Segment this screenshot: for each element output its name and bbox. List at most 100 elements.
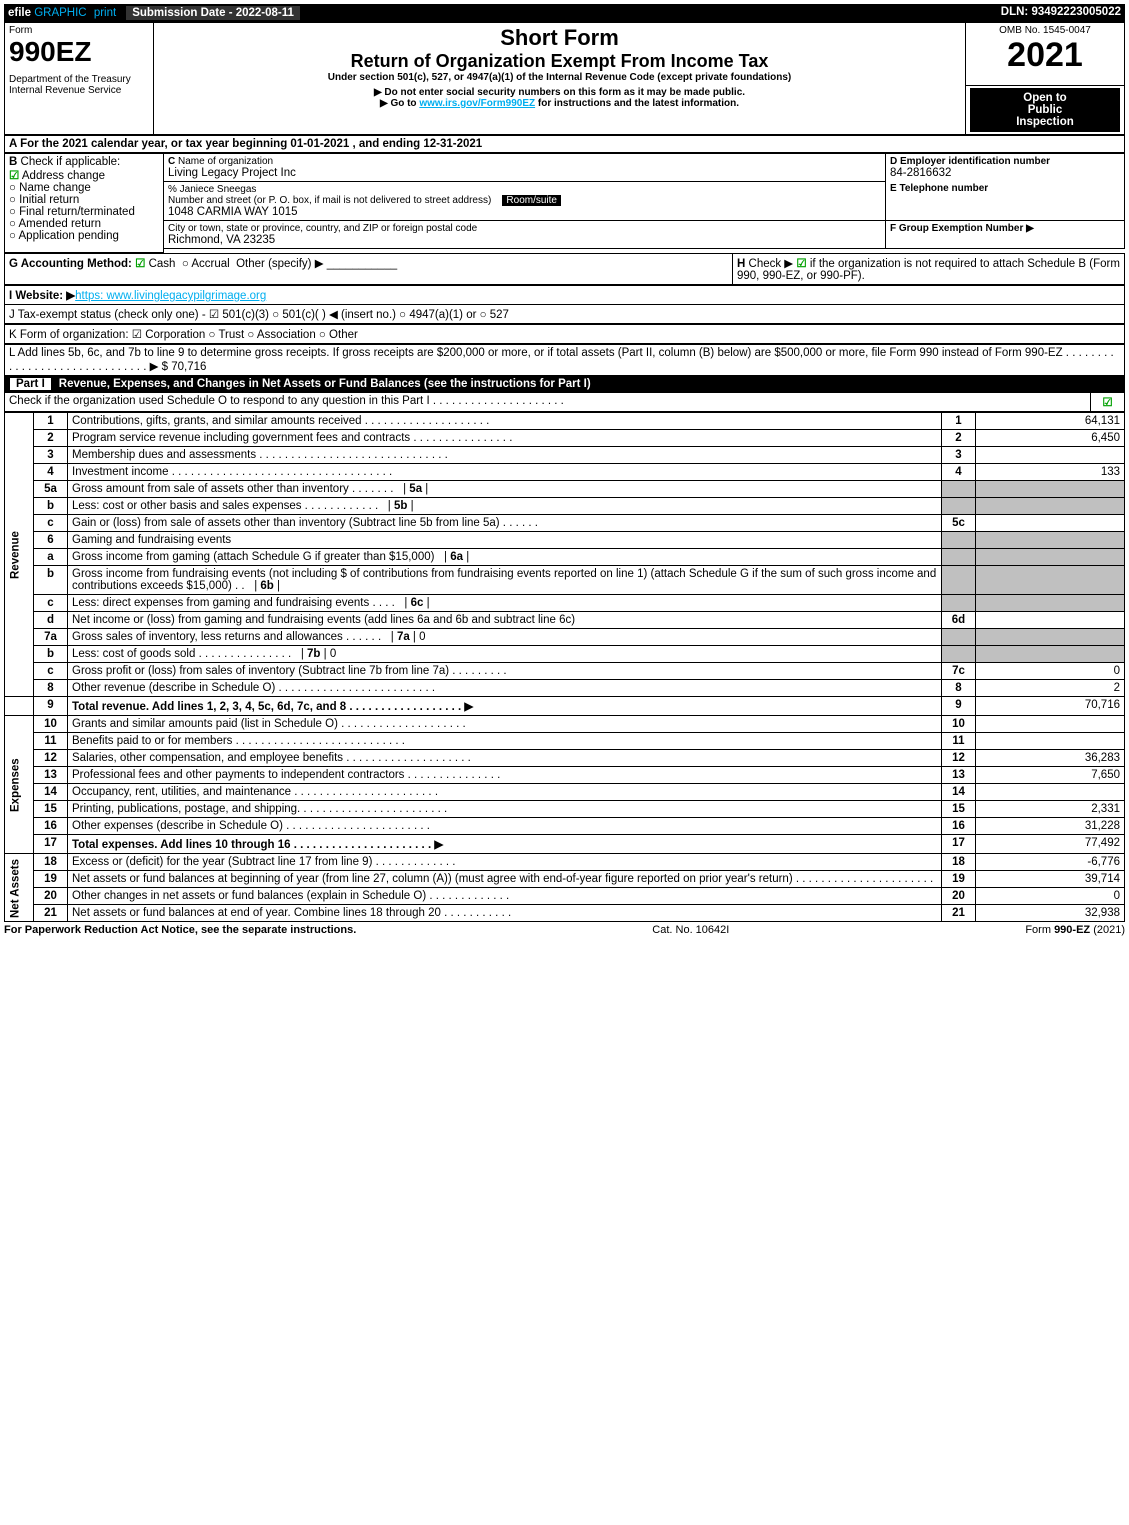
line-9-desc: Total revenue. Add lines 1, 2, 3, 4, 5c,… bbox=[68, 697, 942, 716]
line-6a-desc: Gross income from gaming (attach Schedul… bbox=[72, 551, 434, 563]
line-19-desc: Net assets or fund balances at beginning… bbox=[68, 871, 942, 888]
initial-return: Initial return bbox=[19, 194, 79, 206]
accounting-label: G Accounting Method: bbox=[9, 258, 132, 270]
line-14-desc: Occupancy, rent, utilities, and maintena… bbox=[68, 784, 942, 801]
city-value: Richmond, VA 23235 bbox=[168, 234, 881, 246]
group-exemption: F Group Exemption Number ▶ bbox=[890, 223, 1034, 234]
line-7c-val: 0 bbox=[976, 663, 1125, 680]
line-21-desc: Net assets or fund balances at end of ye… bbox=[68, 905, 942, 922]
line-3-desc: Membership dues and assessments . . . . … bbox=[68, 447, 942, 464]
sections-bcdef: B Check if applicable: ☑ Address change … bbox=[4, 153, 1125, 254]
tax-exempt-status: J Tax-exempt status (check only one) - ☑… bbox=[5, 305, 1125, 324]
top-bar: efile GRAPHIC print Submission Date - 20… bbox=[4, 4, 1125, 22]
ein-value: 84-2816632 bbox=[890, 167, 1120, 179]
line-6c-desc: Less: direct expenses from gaming and fu… bbox=[72, 597, 395, 609]
print-link[interactable]: print bbox=[94, 7, 116, 19]
ssn-notice: ▶ Do not enter social security numbers o… bbox=[158, 87, 961, 98]
irs-link[interactable]: www.irs.gov/Form990EZ bbox=[419, 98, 535, 109]
tax-year: 2021 bbox=[970, 36, 1120, 75]
line-2-desc: Program service revenue including govern… bbox=[68, 430, 942, 447]
line-4-val: 133 bbox=[976, 464, 1125, 481]
line-8-val: 2 bbox=[976, 680, 1125, 697]
part-i-header: Part I Revenue, Expenses, and Changes in… bbox=[4, 376, 1125, 392]
line-15-val: 2,331 bbox=[976, 801, 1125, 818]
graphic-link[interactable]: GRAPHIC bbox=[34, 7, 86, 19]
line-16-val: 31,228 bbox=[976, 818, 1125, 835]
line-12-desc: Salaries, other compensation, and employ… bbox=[68, 750, 942, 767]
app-pending: Application pending bbox=[19, 230, 119, 242]
line-10-desc: Grants and similar amounts paid (list in… bbox=[68, 716, 942, 733]
line-17-desc: Total expenses. Add lines 10 through 16 … bbox=[68, 835, 942, 854]
part-i-checktext: Check if the organization used Schedule … bbox=[9, 395, 564, 407]
irs-label: Internal Revenue Service bbox=[9, 85, 149, 96]
accounting-cash: Cash bbox=[149, 258, 176, 270]
line-3-val bbox=[976, 447, 1125, 464]
room-label: Room/suite bbox=[502, 195, 561, 206]
dln: DLN: 93492223005022 bbox=[1001, 6, 1121, 20]
line-9-val: 70,716 bbox=[976, 697, 1125, 716]
expenses-side: Expenses bbox=[5, 716, 34, 854]
line-6d-desc: Net income or (loss) from gaming and fun… bbox=[68, 612, 942, 629]
efile-links[interactable]: efile GRAPHIC print bbox=[8, 7, 120, 19]
line-20-val: 0 bbox=[976, 888, 1125, 905]
line-8-desc: Other revenue (describe in Schedule O) .… bbox=[68, 680, 942, 697]
return-title: Return of Organization Exempt From Incom… bbox=[158, 51, 961, 72]
section-ij: I Website: ▶https: www.livinglegacypilgr… bbox=[4, 285, 1125, 324]
address-change: Address change bbox=[22, 170, 105, 182]
phone-label: E Telephone number bbox=[890, 183, 1120, 194]
street-value: 1048 CARMIA WAY 1015 bbox=[168, 206, 881, 218]
header-table: Form 990EZ Department of the Treasury In… bbox=[4, 22, 1125, 135]
line-11-desc: Benefits paid to or for members . . . . … bbox=[68, 733, 942, 750]
submission-date: Submission Date - 2022-08-11 bbox=[126, 6, 300, 20]
street-label: Number and street (or P. O. box, if mail… bbox=[168, 195, 491, 206]
section-a-text: A For the 2021 calendar year, or tax yea… bbox=[5, 135, 1125, 152]
amended-return: Amended return bbox=[19, 218, 101, 230]
footer: For Paperwork Reduction Act Notice, see … bbox=[4, 922, 1125, 936]
under-section: Under section 501(c), 527, or 4947(a)(1)… bbox=[158, 72, 961, 83]
short-form-title: Short Form bbox=[158, 25, 961, 51]
line-20-desc: Other changes in net assets or fund bala… bbox=[68, 888, 942, 905]
section-a: A For the 2021 calendar year, or tax yea… bbox=[4, 135, 1125, 153]
revenue-table: Revenue 1 Contributions, gifts, grants, … bbox=[4, 412, 1125, 922]
open-to-public: Open to Public Inspection bbox=[970, 88, 1120, 132]
line-6b-desc: Gross income from fundraising events (no… bbox=[72, 568, 936, 592]
line-2-val: 6,450 bbox=[976, 430, 1125, 447]
part-i-checkbox: ☑ bbox=[1102, 397, 1112, 409]
efile-label: efile bbox=[8, 7, 31, 19]
line-16-desc: Other expenses (describe in Schedule O) … bbox=[68, 818, 942, 835]
form-number: 990EZ bbox=[9, 36, 149, 68]
website-label: I Website: ▶ bbox=[9, 290, 75, 302]
website-link[interactable]: https: www.livinglegacypilgrimage.org bbox=[75, 290, 266, 302]
line-5c-desc: Gain or (loss) from sale of assets other… bbox=[68, 515, 942, 532]
revenue-side: Revenue bbox=[5, 413, 34, 697]
line-13-val: 7,650 bbox=[976, 767, 1125, 784]
line-7c-desc: Gross profit or (loss) from sales of inv… bbox=[68, 663, 942, 680]
form-of-org: K Form of organization: ☑ Corporation ○ … bbox=[5, 325, 1125, 344]
line-18-desc: Excess or (deficit) for the year (Subtra… bbox=[68, 854, 942, 871]
line-18-val: -6,776 bbox=[976, 854, 1125, 871]
dept-label: Department of the Treasury bbox=[9, 74, 149, 85]
line-7b-desc: Less: cost of goods sold . . . . . . . .… bbox=[72, 648, 291, 660]
form-label: Form bbox=[9, 25, 149, 36]
section-l: L Add lines 5b, 6c, and 7b to line 9 to … bbox=[5, 345, 1125, 376]
line-15-desc: Printing, publications, postage, and shi… bbox=[68, 801, 942, 818]
line-1-desc: Contributions, gifts, grants, and simila… bbox=[68, 413, 942, 430]
sections-gh: G Accounting Method: ☑ Cash ○ Accrual Ot… bbox=[4, 253, 1125, 285]
netassets-side: Net Assets bbox=[5, 854, 34, 922]
line-4-desc: Investment income . . . . . . . . . . . … bbox=[68, 464, 942, 481]
line-12-val: 36,283 bbox=[976, 750, 1125, 767]
org-name-label: Name of organization bbox=[178, 156, 273, 167]
h-label: H bbox=[737, 258, 745, 270]
city-label: City or town, state or province, country… bbox=[168, 223, 881, 234]
cat-no: Cat. No. 10642I bbox=[652, 924, 729, 936]
line-13-desc: Professional fees and other payments to … bbox=[68, 767, 942, 784]
check-if-applicable: Check if applicable: bbox=[21, 156, 121, 168]
final-return: Final return/terminated bbox=[19, 206, 135, 218]
line-5a-desc: Gross amount from sale of assets other t… bbox=[72, 483, 394, 495]
accounting-other: Other (specify) ▶ bbox=[236, 258, 323, 270]
omb: OMB No. 1545-0047 bbox=[970, 25, 1120, 36]
line-21-val: 32,938 bbox=[976, 905, 1125, 922]
addr-check-icon: ☑ bbox=[9, 170, 19, 182]
paperwork-notice: For Paperwork Reduction Act Notice, see … bbox=[4, 924, 356, 936]
care-of: % Janiece Sneegas bbox=[168, 184, 881, 195]
